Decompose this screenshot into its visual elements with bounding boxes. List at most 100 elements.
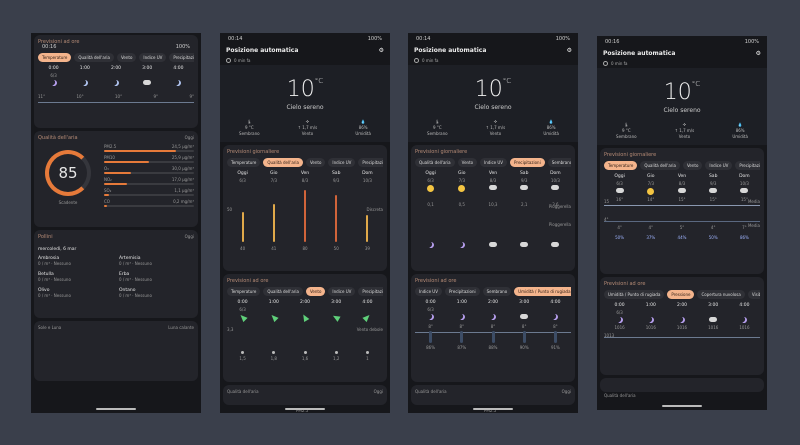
- location-title[interactable]: Posizione automatica: [603, 50, 676, 57]
- cloud-icon: [489, 242, 497, 247]
- hour-temp: 9°: [153, 94, 159, 99]
- air-quality-card[interactable]: Qualità dell'aria: [600, 378, 764, 398]
- humidity: 💧 86% Umidità: [355, 119, 371, 136]
- chip-air-quality[interactable]: Qualità dell'aria: [74, 53, 114, 62]
- phone-screen-1: Previsioni ad ore 00:16 100% Temperature…: [31, 33, 201, 413]
- droplet-icon: 💧: [548, 119, 554, 124]
- chip-air-quality[interactable]: Qualità dell'aria: [263, 158, 303, 167]
- chip-uv-index[interactable]: Indice UV: [139, 53, 167, 62]
- pressure-chart: 1013 1016 1016 1016 1016 1016: [604, 323, 760, 351]
- hour-column: 2:00: [100, 66, 131, 86]
- chip-temperature[interactable]: Temperature: [604, 161, 638, 170]
- clock-icon: [414, 58, 419, 63]
- moon-icon: [112, 79, 120, 87]
- chip-air-quality[interactable]: Qualità dell'aria: [640, 161, 680, 170]
- air-quality-card[interactable]: Qualità dell'aria Oggi: [411, 385, 575, 405]
- phone-screen-2: 00:14 100% Posizione automatica ⚙ 0 min f…: [220, 33, 390, 413]
- settings-icon[interactable]: ⚙: [755, 50, 761, 57]
- cloud-icon: [551, 242, 560, 247]
- chip-visibility[interactable]: Visibilità: [747, 290, 760, 299]
- moon-icon: [458, 241, 466, 249]
- chip-pressure[interactable]: Pressione: [667, 290, 695, 299]
- chip-precipitation[interactable]: Precipitazioni: [444, 287, 480, 296]
- moon-icon: [50, 79, 58, 87]
- aqi-bar: [303, 189, 306, 242]
- precipitation-chart: Pioggerella Pioggerella 0,1 0,5 10,3 2,1…: [427, 202, 571, 227]
- moon-phase: Luna calante: [168, 325, 194, 330]
- temperature-chart: 11° 10° 10° 9° 9°: [38, 90, 194, 124]
- chip-precipitation[interactable]: Precipitazioni: [510, 158, 545, 167]
- air-quality-card[interactable]: Qualità dell'aria Oggi: [223, 385, 387, 405]
- location-title[interactable]: Posizione automatica: [414, 47, 487, 54]
- hour-time: 1:00: [79, 66, 90, 71]
- settings-icon[interactable]: ⚙: [378, 47, 384, 54]
- chip-wind[interactable]: Vento: [305, 158, 326, 167]
- sun-icon: [458, 185, 466, 192]
- location-title[interactable]: Posizione automatica: [226, 47, 299, 54]
- chip-wind[interactable]: Vento: [682, 161, 703, 170]
- chip-wind[interactable]: Vento: [457, 158, 478, 167]
- chip-uv-index[interactable]: Indice UV: [328, 158, 356, 167]
- chip-uv-index[interactable]: Indice UV: [328, 287, 356, 296]
- wind-chart: 3,3 Vento debole 1,5 1,8 1,6 1,2 1: [227, 327, 383, 361]
- daily-forecast-card: Previsioni giornaliere Temperature Quali…: [600, 148, 764, 274]
- settings-icon[interactable]: ⚙: [566, 47, 572, 54]
- chip-feels-like[interactable]: Sembrano: [547, 158, 571, 167]
- sun-moon-title: Sole e Luna: [38, 325, 62, 330]
- cloud-icon: [709, 317, 718, 322]
- aqi-gauge: 85: [45, 149, 91, 196]
- chip-wind[interactable]: Vento: [305, 287, 326, 296]
- wind-icon: ✣: [493, 119, 498, 124]
- air-quality-title: Qualità dell'aria: [38, 135, 78, 141]
- chip-uv-index[interactable]: Indice UV: [415, 287, 442, 296]
- chip-humidity-dewpoint[interactable]: Umidità / Punto di rugiada: [604, 290, 665, 299]
- hour-date: 6/3: [50, 73, 57, 78]
- chip-uv-index[interactable]: Indice UV: [705, 161, 733, 170]
- cloud-icon: [551, 185, 560, 190]
- chip-cloud-cover[interactable]: Copertura nuvolosa: [697, 290, 745, 299]
- status-bar: 00:14 100%: [416, 36, 570, 42]
- hourly-forecast-card: Previsioni ad ore Indice UV Precipitazio…: [411, 274, 575, 382]
- hour-column: 0:00 6/3: [38, 66, 69, 86]
- status-bar: 00:14 100%: [228, 36, 382, 42]
- pollen-card[interactable]: Pollini Oggi mercoledì, 6 mar Ambrosia 0 …: [34, 230, 198, 318]
- chip-humidity-dewpoint[interactable]: Umidità / Punto di rugiada: [514, 287, 571, 296]
- hour-column: 1:00: [69, 66, 100, 86]
- air-quality-card[interactable]: Qualità dell'aria Oggi 85 Scadente PM2.5…: [34, 131, 198, 227]
- hourly-forecast-card: Previsioni ad ore Umidità / Punto di rug…: [600, 277, 764, 375]
- chip-air-quality[interactable]: Qualità dell'aria: [415, 158, 455, 167]
- status-bar: 00:16 100%: [34, 41, 198, 53]
- chip-precipitation[interactable]: Precipitazi: [358, 287, 383, 296]
- home-indicator[interactable]: [473, 408, 513, 410]
- chip-temperature[interactable]: Temperature: [227, 158, 261, 167]
- chip-temperature[interactable]: Temperature: [38, 53, 72, 62]
- aqi-bar: [335, 195, 338, 242]
- cloud-icon: [615, 188, 624, 193]
- chip-precipitation[interactable]: Precipitazi: [169, 53, 194, 62]
- hour-temp: 9°: [189, 94, 194, 99]
- moon-icon: [427, 241, 435, 249]
- hourly-forecast-card: Previsioni ad ore 00:16 100% Temperature…: [34, 35, 198, 128]
- status-bar: 00:16 100%: [605, 39, 759, 45]
- chip-precipitation[interactable]: Precipitazi: [735, 161, 760, 170]
- moon-icon: [175, 79, 183, 87]
- pollutant-row: NO₂ 17,0 μg/m³: [104, 177, 194, 185]
- home-indicator[interactable]: [96, 408, 136, 410]
- chip-air-quality[interactable]: Qualità dell'aria: [263, 287, 303, 296]
- chip-uv-index[interactable]: Indice UV: [480, 158, 508, 167]
- status-battery: 100%: [175, 44, 190, 50]
- chip-precipitation[interactable]: Precipitazi: [358, 158, 383, 167]
- pollen-day: Oggi: [184, 234, 194, 239]
- cloud-icon: [740, 188, 749, 193]
- chip-feels-like[interactable]: Sembrano: [482, 287, 512, 296]
- chip-temperature[interactable]: Temperature: [227, 287, 261, 296]
- aqi-value: 85: [58, 163, 78, 182]
- sun-moon-card[interactable]: Sole e Luna Luna calante: [34, 321, 198, 381]
- home-indicator[interactable]: [285, 408, 325, 410]
- cloud-icon: [520, 314, 529, 319]
- daily-forecast-card: Previsioni giornaliere Qualità dell'aria…: [411, 145, 575, 271]
- chip-wind[interactable]: Vento: [116, 53, 137, 62]
- home-indicator[interactable]: [662, 405, 702, 407]
- thermometer-icon: 🌡: [434, 119, 440, 124]
- status-time: 00:16: [42, 44, 57, 50]
